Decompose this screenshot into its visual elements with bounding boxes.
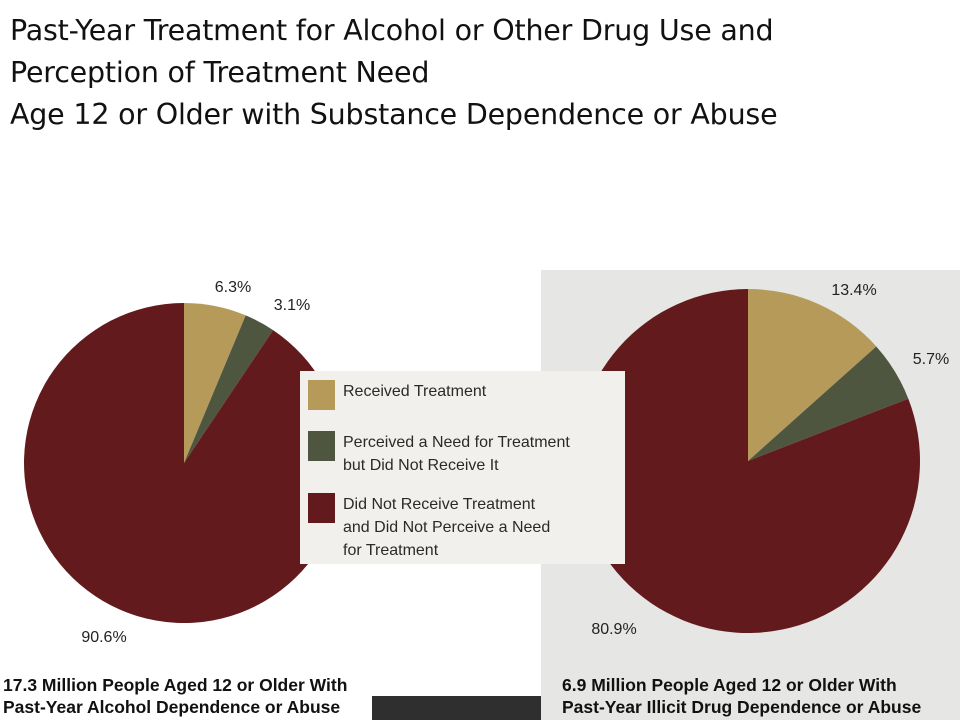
legend-item-perceived-need: Perceived a Need for Treatment but Did N… xyxy=(308,431,623,477)
right-pie-slice-received-treatment xyxy=(748,289,877,461)
right-chart-caption: 6.9 Million People Aged 12 or Older With… xyxy=(562,674,921,718)
right-pie-slice-perceived-need xyxy=(748,346,909,461)
left-caption-line-2: Past-Year Alcohol Dependence or Abuse xyxy=(3,697,341,717)
page-title: Past-Year Treatment for Alcohol or Other… xyxy=(10,10,950,136)
left-chart-caption: 17.3 Million People Aged 12 or Older Wit… xyxy=(3,674,347,718)
right-pie-label-did-not-perceive: 80.9% xyxy=(591,621,636,638)
legend-item-did-not-perceive: Did Not Receive Treatment and Did Not Pe… xyxy=(308,493,623,562)
right-caption-line-1: 6.9 Million People Aged 12 or Older With xyxy=(562,675,897,695)
left-pie-slice-received-treatment xyxy=(184,303,246,463)
right-caption-line-2: Past-Year Illicit Drug Dependence or Abu… xyxy=(562,697,922,717)
left-pie-slice-did-not-perceive xyxy=(24,303,345,623)
title-line-2: Perception of Treatment Need xyxy=(10,56,430,89)
left-pie-label-received-treatment: 6.3% xyxy=(215,279,251,296)
bottom-dark-strip xyxy=(372,696,541,720)
legend-swatch-received-treatment xyxy=(308,380,335,410)
left-pie-slice-perceived-need xyxy=(184,315,274,463)
title-line-3: Age 12 or Older with Substance Dependenc… xyxy=(10,98,778,131)
right-pie-label-perceived-need: 5.7% xyxy=(913,351,949,368)
legend-swatch-perceived-need xyxy=(308,431,335,461)
left-pie-label-perceived-need: 3.1% xyxy=(274,297,310,314)
left-pie-label-did-not-perceive: 90.6% xyxy=(81,629,126,646)
left-caption-line-1: 17.3 Million People Aged 12 or Older Wit… xyxy=(3,675,348,695)
chart-legend: Received Treatment Perceived a Need for … xyxy=(300,371,625,564)
right-pie-slice-did-not-perceive xyxy=(576,289,921,633)
legend-label-perceived-need: Perceived a Need for Treatment but Did N… xyxy=(343,434,570,474)
title-line-1: Past-Year Treatment for Alcohol or Other… xyxy=(10,14,774,47)
legend-label-did-not-perceive: Did Not Receive Treatment and Did Not Pe… xyxy=(343,496,551,559)
legend-swatch-did-not-perceive xyxy=(308,493,335,523)
legend-item-received-treatment: Received Treatment xyxy=(308,380,623,410)
right-pie-label-received-treatment: 13.4% xyxy=(831,282,876,299)
legend-label-received-treatment: Received Treatment xyxy=(343,383,487,400)
